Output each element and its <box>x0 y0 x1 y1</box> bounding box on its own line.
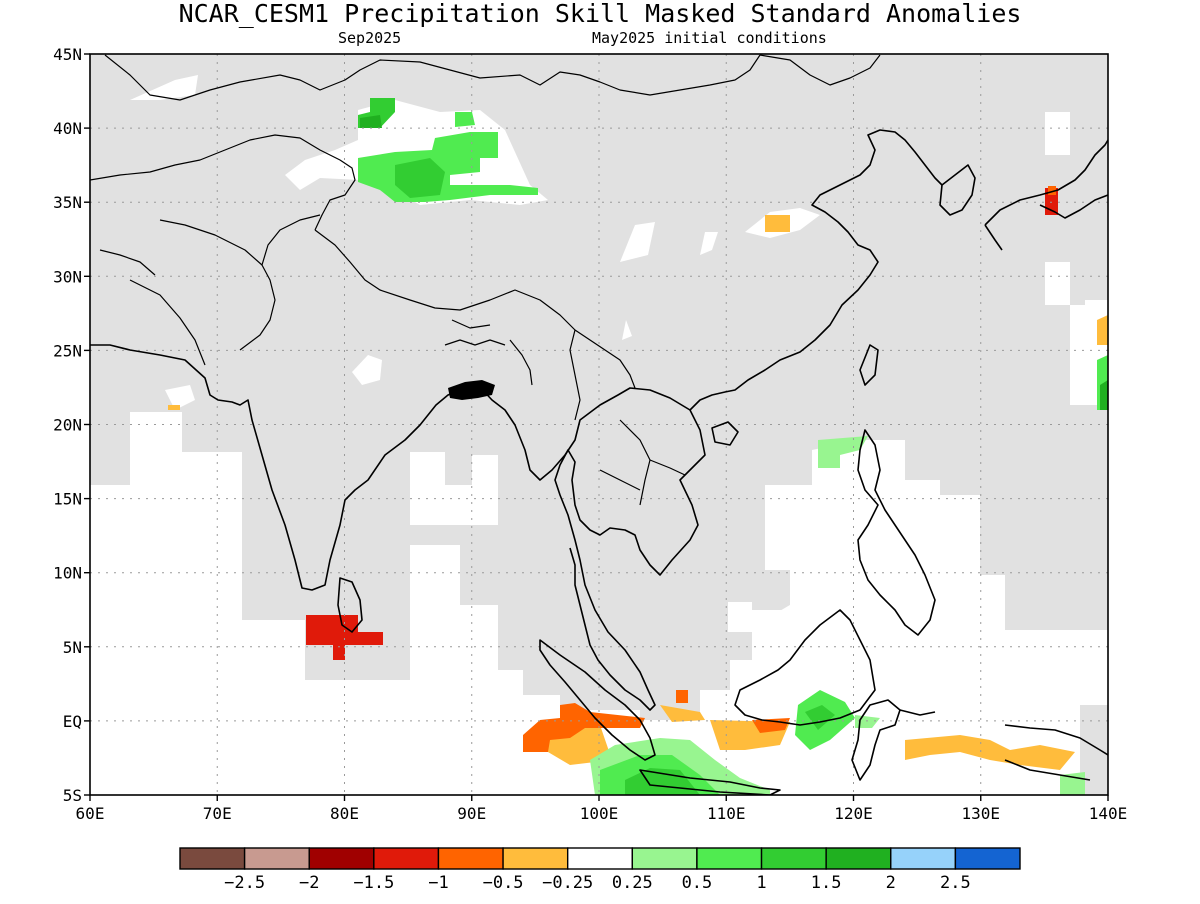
coastlines <box>90 129 1108 795</box>
colorbar-swatch <box>373 847 440 870</box>
anomaly-patch-negative <box>306 615 383 660</box>
mask-gap <box>1045 112 1070 155</box>
colorbar-label: 0.5 <box>682 873 713 893</box>
colorbar-swatch <box>825 847 892 870</box>
colorbar-label: −1 <box>428 873 448 893</box>
lat-lon-grid <box>90 54 1108 795</box>
lat-tick-label: 40N <box>53 119 82 138</box>
colorbar-label: 0.25 <box>612 873 653 893</box>
political-borders <box>90 54 881 506</box>
colorbar-swatch <box>308 847 375 870</box>
anomaly-patch-positive <box>1100 380 1108 410</box>
anomaly-patch-negative <box>676 690 688 703</box>
colorbar-swatch <box>179 847 246 870</box>
mask-gap <box>165 385 195 410</box>
lon-tick-label: 70E <box>203 804 232 823</box>
colorbar-label: −1.5 <box>353 873 394 893</box>
colorbar-label: 2.5 <box>940 873 971 893</box>
skill-mask-layer <box>90 54 1108 795</box>
lon-tick-label: 80E <box>330 804 359 823</box>
lat-tick-label: 35N <box>53 193 82 212</box>
mask-gap <box>622 320 632 340</box>
colorbar-label: −2.5 <box>224 873 265 893</box>
lat-tick-label: 5N <box>63 638 82 657</box>
lat-tick-label: 5S <box>63 786 82 805</box>
lon-tick-label: 140E <box>1089 804 1128 823</box>
anomaly-patch-positive <box>805 705 835 730</box>
colorbar: −2.5 −2 −1.5 −1 −0.5 −0.25 0.25 0.5 1 1.5 2 2.5 <box>179 847 1021 893</box>
lon-tick-label: 120E <box>834 804 873 823</box>
lon-tick-label: 60E <box>76 804 105 823</box>
lat-tick-label: 20N <box>53 416 82 435</box>
anomaly-patch-positive <box>360 115 382 128</box>
mask-gap <box>728 602 752 632</box>
mask-gap <box>1045 630 1108 705</box>
valid-period-label: Sep2025 <box>338 29 402 47</box>
longitude-axis: 60E 70E 80E 90E 100E 110E 120E 130E 140E <box>76 795 1128 823</box>
lat-tick-label: 45N <box>53 45 82 64</box>
initial-conditions-label: May2025 initial conditions <box>592 29 827 47</box>
colorbar-swatch <box>631 847 698 870</box>
anomaly-patch-negative <box>523 703 645 752</box>
anomaly-patch-negative <box>660 705 705 722</box>
mask-gap <box>620 222 655 262</box>
latitude-axis: 45N 40N 35N 30N 25N 20N 15N 10N 5N EQ 5S <box>53 45 90 805</box>
lat-tick-label: 15N <box>53 490 82 509</box>
mask-gap <box>130 75 198 100</box>
lat-tick-label: 30N <box>53 267 82 286</box>
colorbar-swatch <box>566 847 634 870</box>
colorbar-swatch <box>243 847 310 870</box>
ganges-delta <box>448 380 495 400</box>
anomaly-patch-negative <box>905 735 1075 770</box>
colorbar-label: 1 <box>756 873 766 893</box>
colorbar-label: −0.5 <box>483 873 524 893</box>
anomaly-patch-positive <box>818 436 868 468</box>
lon-tick-label: 130E <box>961 804 1000 823</box>
mask-gap <box>352 355 382 385</box>
colorbar-swatch <box>954 847 1021 870</box>
lon-tick-label: 110E <box>707 804 746 823</box>
colorbar-swatch <box>890 847 957 870</box>
lon-tick-label: 90E <box>457 804 486 823</box>
anomaly-patch-negative <box>1097 315 1108 345</box>
mask-region-main <box>90 54 1070 720</box>
colorbar-swatch <box>760 847 827 870</box>
colorbar-label: −2 <box>299 873 319 893</box>
anomaly-patch-negative <box>765 215 790 232</box>
lat-tick-label: 10N <box>53 564 82 583</box>
mask-gap <box>700 232 718 255</box>
colorbar-swatch <box>696 847 763 870</box>
anomaly-patch-positive <box>395 158 445 198</box>
colorbar-swatch <box>437 847 504 870</box>
colorbar-label: −0.25 <box>542 873 593 893</box>
mask-gap <box>778 602 805 622</box>
anomaly-patch-negative <box>168 405 180 410</box>
colorbar-label: 2 <box>886 873 896 893</box>
lon-tick-label: 100E <box>580 804 619 823</box>
lat-tick-label: 25N <box>53 341 82 360</box>
anomaly-patch-positive <box>455 112 475 127</box>
colorbar-swatch <box>502 847 569 870</box>
colorbar-label: 1.5 <box>811 873 842 893</box>
chart-title: NCAR_CESM1 Precipitation Skill Masked St… <box>178 0 1022 28</box>
lat-tick-label: EQ <box>63 712 82 731</box>
